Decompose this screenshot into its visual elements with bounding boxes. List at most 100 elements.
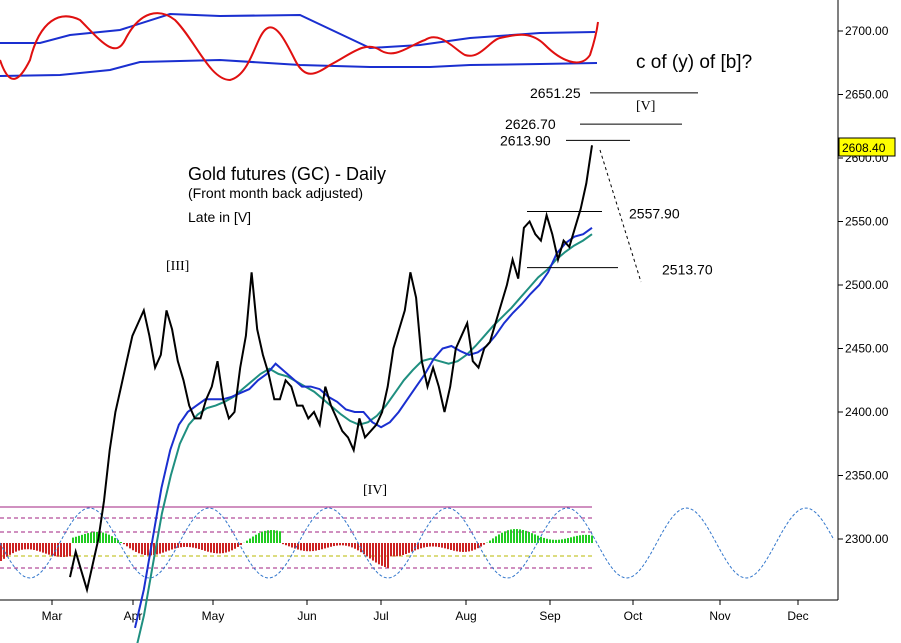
histogram-bar (231, 543, 233, 551)
x-tick-label: Dec (787, 609, 808, 623)
histogram-bar (105, 533, 107, 543)
histogram-bar (312, 543, 314, 552)
histogram-bar (495, 536, 497, 543)
histogram-bar (516, 529, 518, 543)
histogram-bar (558, 539, 560, 543)
histogram-bar (87, 533, 89, 543)
y-tick-label: 2500.00 (845, 278, 889, 292)
histogram-bar (237, 543, 239, 547)
histogram-bar (183, 543, 185, 547)
x-tick-label: Nov (709, 609, 730, 623)
histogram-bar (66, 543, 68, 557)
chart-note: Late in [V] (188, 209, 251, 225)
histogram-bar (141, 543, 143, 555)
histogram-bar (147, 543, 149, 556)
histogram-bar (492, 538, 494, 543)
histogram-bar (444, 543, 446, 549)
histogram-bar (153, 543, 155, 556)
x-tick-label: Oct (624, 609, 643, 623)
histogram-bar (531, 533, 533, 543)
x-tick-label: May (202, 609, 225, 623)
histogram-bar (384, 543, 386, 568)
histogram-bar (96, 531, 98, 543)
histogram-bar (108, 534, 110, 543)
histogram-bar (273, 530, 275, 543)
histogram-bar (219, 543, 221, 554)
histogram-bar (342, 543, 344, 546)
histogram-bar (408, 543, 410, 553)
histogram-bar (456, 543, 458, 552)
x-tick-label: Jul (373, 609, 388, 623)
histogram-bar (582, 534, 584, 543)
histogram-bar (75, 536, 77, 543)
histogram-bar (297, 543, 299, 550)
histogram-bar (90, 532, 92, 543)
histogram-bar (465, 543, 467, 552)
histogram-bar (567, 538, 569, 543)
histogram-bar (363, 543, 365, 555)
histogram-bar (156, 543, 158, 555)
histogram-bar (579, 535, 581, 543)
histogram-bar (225, 543, 227, 553)
histogram-bar (24, 543, 26, 550)
histogram-bar (45, 543, 47, 554)
histogram-bar (198, 543, 200, 550)
histogram-bar (99, 532, 101, 543)
histogram-bar (420, 543, 422, 549)
histogram-bar (570, 537, 572, 543)
histogram-bar (561, 539, 563, 543)
histogram-bar (390, 543, 392, 557)
histogram-bar (264, 530, 266, 543)
histogram-bar (3, 543, 5, 559)
histogram-bar (357, 543, 359, 551)
histogram-bar (375, 543, 377, 563)
histogram-bar (132, 543, 134, 551)
histogram-bar (303, 543, 305, 551)
histogram-bar (57, 543, 59, 557)
histogram-bar (528, 531, 530, 543)
y-tick-label: 2400.00 (845, 405, 889, 419)
histogram-bar (111, 536, 113, 543)
histogram-bar (450, 543, 452, 550)
histogram-bar (327, 543, 329, 548)
histogram-bar (573, 536, 575, 543)
histogram-bar (348, 543, 350, 547)
histogram-bar (282, 543, 284, 545)
gold-price-line (69, 145, 593, 594)
histogram-bar (501, 532, 503, 543)
oscillator-lower-band (0, 58, 598, 77)
histogram-bar (129, 543, 131, 549)
histogram-bar (507, 530, 509, 543)
histogram-bar (288, 543, 290, 547)
histogram-bar (510, 529, 512, 543)
y-tick-label: 2700.00 (845, 24, 889, 38)
histogram-bar (552, 539, 554, 543)
histogram-bar (468, 543, 470, 552)
histogram-bar (249, 538, 251, 543)
x-tick-label: Jun (297, 609, 316, 623)
wave-label-iii: [III] (166, 259, 189, 274)
histogram-bar (255, 534, 257, 543)
histogram-bar (399, 543, 401, 556)
histogram-bar (462, 543, 464, 552)
histogram-bar (537, 535, 539, 543)
histogram-bar (180, 543, 182, 548)
histogram-bar (33, 543, 35, 550)
histogram-bar (207, 543, 209, 552)
y-tick-label: 2550.00 (845, 215, 889, 229)
histogram-bar (114, 537, 116, 543)
histogram-bar (93, 532, 95, 543)
histogram-bar (48, 543, 50, 555)
histogram-bar (453, 543, 455, 551)
histogram-bar (474, 543, 476, 550)
slow-moving-average-line (136, 233, 593, 643)
level-label: 2626.70 (505, 116, 556, 132)
histogram-bar (411, 543, 413, 552)
last-price-label: 2608.40 (842, 141, 886, 155)
histogram-bar (393, 543, 395, 557)
histogram-bar (387, 543, 389, 568)
histogram-bar (504, 531, 506, 543)
histogram-bar (192, 543, 194, 548)
histogram-bar (540, 536, 542, 543)
